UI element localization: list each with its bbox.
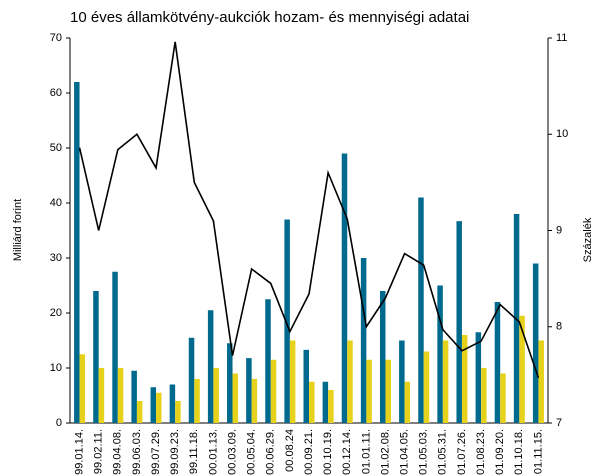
y2-tick-label: 9 <box>556 224 562 236</box>
bar <box>207 310 214 423</box>
y-tick-label: 20 <box>50 307 62 319</box>
x-tick-label: 00.09.21. <box>303 429 315 475</box>
x-tick-label: 99.09.23. <box>169 429 181 475</box>
bar <box>456 221 462 423</box>
x-tick-label: 00.05.04. <box>246 429 258 475</box>
bar <box>423 351 430 423</box>
bar <box>213 368 219 423</box>
bar <box>322 381 329 423</box>
bar <box>399 340 405 423</box>
bar <box>418 197 424 423</box>
x-tick-label: 00.06.29. <box>265 429 277 475</box>
bar <box>117 368 124 423</box>
bar <box>538 340 544 423</box>
x-tick-label: 99.07.29. <box>150 429 162 475</box>
y-axis-label: Milliárd forint <box>12 199 24 261</box>
x-tick-label: 01.09.20. <box>494 429 506 475</box>
bar <box>532 263 539 423</box>
bar <box>150 387 157 423</box>
x-tick-label: 99.04.08. <box>112 429 124 475</box>
chart-title: 10 éves államkötvény-aukciók hozam- és m… <box>70 9 469 26</box>
x-tick-label: 01.05.31. <box>437 429 449 475</box>
y2-tick-label: 7 <box>556 417 562 429</box>
bar <box>232 373 239 423</box>
x-tick-label: 01.02.08. <box>379 429 391 475</box>
bar <box>494 302 501 423</box>
bar <box>194 379 200 423</box>
x-tick-label: 01.01.11. <box>360 429 372 474</box>
bar <box>437 285 443 423</box>
y2-axis-label: Százalék <box>582 217 594 262</box>
bar <box>366 359 372 423</box>
x-tick-label: 00.03.09. <box>226 429 238 475</box>
bar <box>131 370 137 423</box>
bar <box>175 401 181 423</box>
bar <box>360 258 367 423</box>
bar <box>284 219 290 423</box>
bar <box>481 368 487 423</box>
bar <box>74 82 80 423</box>
y-tick-label: 0 <box>56 417 62 429</box>
bar <box>404 381 411 423</box>
bar <box>309 381 315 423</box>
x-tick-label: 00.10.19. <box>322 429 334 475</box>
bar <box>442 340 449 423</box>
bar <box>265 299 271 423</box>
bar <box>500 373 506 423</box>
x-tick-label: 99.11.18. <box>188 429 200 474</box>
y-tick-label: 10 <box>50 362 62 374</box>
bar <box>328 390 334 423</box>
line <box>78 41 540 379</box>
x-tick-label: 99.01.14. <box>73 429 85 475</box>
x-tick-label: 00.08.24 <box>284 429 296 472</box>
bar <box>385 359 391 423</box>
bar <box>475 332 482 423</box>
bar <box>251 379 258 423</box>
x-tick-label: 01.08.23. <box>475 429 487 475</box>
bar <box>93 291 99 423</box>
y-tick-label: 70 <box>50 32 62 44</box>
bar <box>347 340 353 423</box>
bar <box>156 392 162 423</box>
bar <box>136 401 143 423</box>
y2-tick-label: 8 <box>556 321 562 333</box>
x-tick-label: 99.06.03. <box>131 429 143 475</box>
bar <box>188 337 195 423</box>
bar <box>98 368 105 423</box>
x-tick-label: 01.11.15. <box>532 429 544 474</box>
x-tick-label: 01.10.18. <box>513 429 525 475</box>
x-tick-label: 01.07.26. <box>456 429 468 475</box>
y-tick-label: 30 <box>50 252 62 264</box>
bar <box>341 153 348 423</box>
bar <box>227 343 233 423</box>
y2-tick-label: 11 <box>556 32 567 44</box>
y-tick-label: 60 <box>50 87 62 99</box>
y2-tick-label: 10 <box>556 128 568 140</box>
bar <box>461 335 468 423</box>
bar <box>79 354 86 423</box>
y-tick-label: 50 <box>50 142 62 154</box>
bar <box>379 291 386 423</box>
bar <box>303 349 309 423</box>
x-tick-label: 99.02.11. <box>93 429 105 474</box>
y-tick-label: 40 <box>50 197 62 209</box>
bar <box>270 359 277 423</box>
x-tick-label: 00.01.13. <box>207 429 219 475</box>
bar <box>519 315 525 423</box>
bar <box>246 358 252 423</box>
bar <box>112 271 118 423</box>
bar <box>289 340 296 423</box>
x-tick-label: 01.05.03. <box>418 429 430 475</box>
x-tick-label: 00.12.14. <box>341 429 353 475</box>
x-tick-label: 01.04.05. <box>399 429 411 475</box>
bar <box>169 384 176 423</box>
